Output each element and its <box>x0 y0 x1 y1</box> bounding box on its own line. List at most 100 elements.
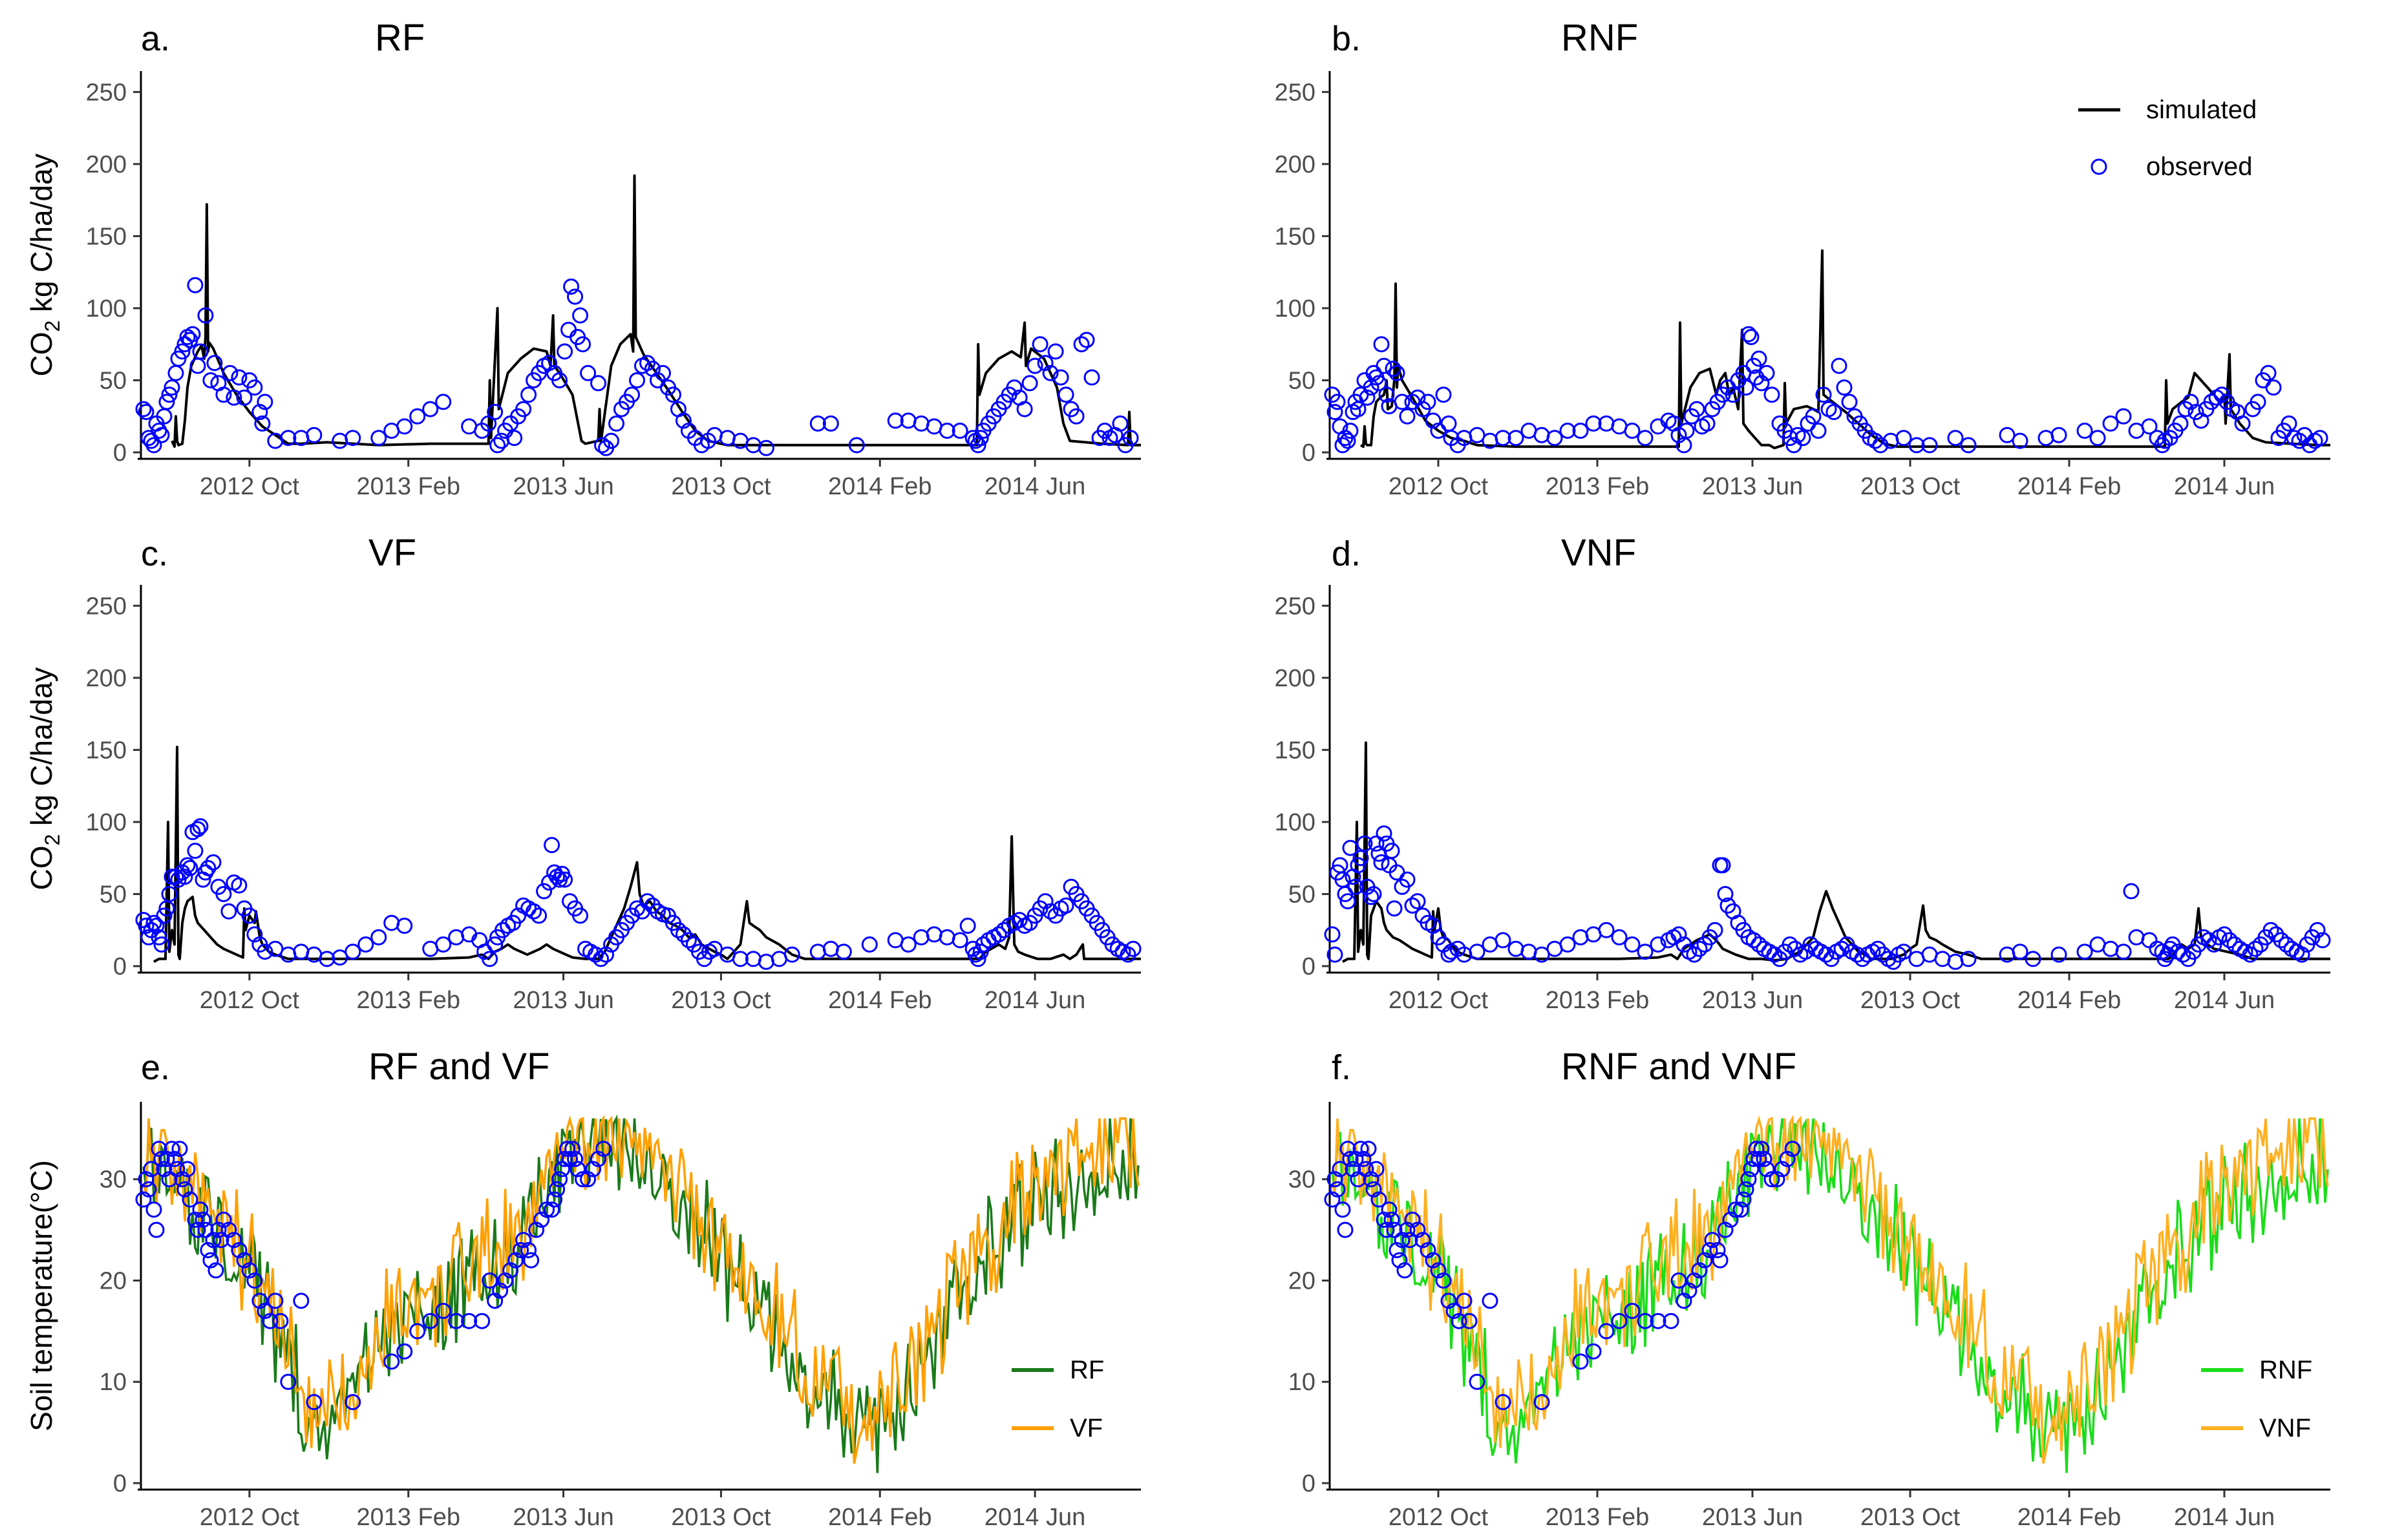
observed-point <box>461 1313 478 1329</box>
observed-point <box>1385 361 1401 377</box>
observed-point <box>1006 379 1023 396</box>
y-tick-label: 20 <box>100 1267 127 1294</box>
observed-point <box>1370 375 1387 392</box>
observed-point <box>1748 369 1765 386</box>
observed-point <box>1751 350 1767 367</box>
observed-point <box>1394 1232 1410 1249</box>
observed-point <box>153 1150 170 1167</box>
observed-point <box>549 1181 566 1197</box>
observed-point <box>590 375 607 392</box>
observed-point <box>1794 430 1811 447</box>
y-axis-label: Soil temperature(°C) <box>25 1160 58 1431</box>
observed-point <box>195 1211 211 1228</box>
observed-point <box>246 926 263 943</box>
observed-point <box>184 326 201 343</box>
observed-point <box>202 372 219 388</box>
observed-point <box>1696 1252 1713 1269</box>
observed-point <box>2076 944 2093 960</box>
x-tick-label: 2012 Oct <box>1389 987 1489 1014</box>
observed-point <box>1401 1232 1418 1249</box>
observed-point <box>1425 1252 1442 1269</box>
y-tick-label: 10 <box>100 1369 127 1396</box>
observed-point <box>585 1161 602 1177</box>
observed-point <box>567 1150 584 1167</box>
observed-point <box>990 926 1007 943</box>
observed-point <box>189 1221 206 1238</box>
observed-point <box>1368 1161 1385 1177</box>
observed-point <box>1456 1292 1473 1309</box>
y-tick-label: 50 <box>100 367 127 394</box>
observed-point <box>2050 427 2067 443</box>
observed-point <box>231 369 248 386</box>
observed-point <box>345 944 361 960</box>
legend-observed-swatch <box>2091 158 2107 175</box>
observed-point <box>492 1282 509 1299</box>
observed-point <box>197 307 214 324</box>
observed-point <box>1825 404 1842 421</box>
x-tick-label: 2013 Jun <box>1702 987 1803 1014</box>
observed-point <box>809 944 826 960</box>
observed-point <box>254 415 271 432</box>
x-tick-label: 2013 Jun <box>1702 473 1803 500</box>
observed-point <box>1386 1221 1403 1238</box>
observed-point <box>231 1241 248 1258</box>
observed-point <box>200 860 217 876</box>
observed-point <box>487 936 504 953</box>
observed-point <box>835 944 852 960</box>
observed-point <box>2141 932 2158 949</box>
observed-point <box>506 430 523 447</box>
observed-point <box>187 1211 204 1228</box>
observed-point <box>148 1221 165 1238</box>
observed-point <box>489 437 506 454</box>
observed-point <box>1849 946 1866 963</box>
observed-point <box>1650 1313 1666 1329</box>
observed-point <box>226 389 242 406</box>
observed-point <box>1399 1221 1416 1238</box>
observed-point <box>138 404 154 421</box>
observed-point <box>174 1171 191 1188</box>
x-tick-label: 2014 Jun <box>2174 1504 2275 1531</box>
observed-point <box>1766 946 1783 963</box>
observed-point <box>2262 922 2279 938</box>
observed-point <box>554 1161 571 1177</box>
observed-point <box>1125 940 1142 957</box>
observed-point <box>1753 1141 1770 1157</box>
observed-point <box>2281 415 2297 432</box>
observed-point <box>1688 401 1705 417</box>
observed-point <box>332 949 348 966</box>
observed-point <box>1678 423 1695 439</box>
observed-point <box>502 1262 519 1279</box>
observed-point <box>189 821 206 838</box>
observed-point <box>1624 1303 1641 1320</box>
observed-point <box>1745 932 1762 949</box>
observed-point <box>2076 423 2093 439</box>
observed-point <box>593 951 610 967</box>
x-tick-label: 2014 Feb <box>2017 1504 2122 1531</box>
y-tick-label: 0 <box>113 439 127 467</box>
observed-point <box>179 857 196 874</box>
observed-point <box>145 1201 162 1218</box>
observed-point <box>541 355 558 372</box>
observed-point <box>970 951 986 967</box>
observed-point <box>222 364 239 381</box>
observed-point <box>1389 364 1405 381</box>
observed-point <box>192 1201 209 1218</box>
observed-point <box>926 926 942 943</box>
observed-point <box>158 1150 175 1167</box>
observed-point <box>1027 357 1043 374</box>
y-tick-label: 10 <box>1288 1369 1315 1396</box>
observed-point <box>1357 1161 1374 1177</box>
observed-point <box>220 1221 237 1238</box>
observed-point <box>1670 427 1687 443</box>
observed-point <box>520 386 537 403</box>
x-tick-label: 2013 Jun <box>513 987 613 1014</box>
observed-point <box>567 288 584 305</box>
observed-point <box>1637 944 1654 960</box>
y-tick-label: 150 <box>1275 223 1315 250</box>
observed-point <box>1572 423 1589 439</box>
y-tick-label: 100 <box>86 295 127 322</box>
observed-point <box>1763 386 1780 403</box>
observed-point <box>544 837 560 854</box>
observed-point <box>1469 427 1485 443</box>
observed-point <box>1572 1353 1589 1370</box>
